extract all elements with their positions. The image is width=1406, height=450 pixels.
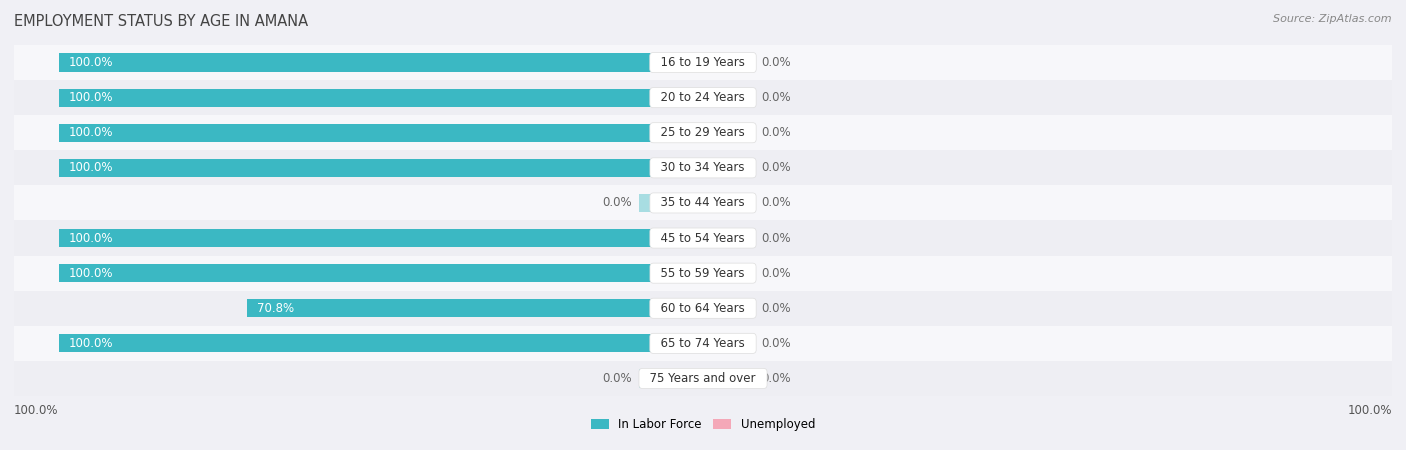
- Bar: [14, 220, 1392, 256]
- Text: 35 to 44 Years: 35 to 44 Years: [654, 197, 752, 209]
- Bar: [703, 334, 751, 352]
- Bar: [703, 194, 751, 212]
- Text: 0.0%: 0.0%: [761, 126, 790, 139]
- Bar: [14, 291, 1392, 326]
- Text: 100.0%: 100.0%: [69, 56, 114, 69]
- Text: 0.0%: 0.0%: [761, 162, 790, 174]
- Text: 0.0%: 0.0%: [761, 267, 790, 279]
- Bar: [14, 185, 1392, 220]
- Bar: [703, 159, 751, 177]
- Bar: [59, 264, 703, 282]
- Text: 100.0%: 100.0%: [69, 162, 114, 174]
- Text: 0.0%: 0.0%: [761, 337, 790, 350]
- Bar: [638, 194, 703, 212]
- Text: EMPLOYMENT STATUS BY AGE IN AMANA: EMPLOYMENT STATUS BY AGE IN AMANA: [14, 14, 308, 28]
- Text: 0.0%: 0.0%: [761, 91, 790, 104]
- Bar: [14, 150, 1392, 185]
- Text: 0.0%: 0.0%: [603, 197, 633, 209]
- Text: 100.0%: 100.0%: [69, 267, 114, 279]
- Text: 100.0%: 100.0%: [1347, 404, 1392, 417]
- Text: 70.8%: 70.8%: [257, 302, 294, 315]
- Text: 100.0%: 100.0%: [69, 91, 114, 104]
- Bar: [703, 299, 751, 317]
- Bar: [703, 54, 751, 72]
- Text: 100.0%: 100.0%: [69, 337, 114, 350]
- Bar: [14, 361, 1392, 396]
- Text: 0.0%: 0.0%: [761, 197, 790, 209]
- Bar: [703, 229, 751, 247]
- Text: 75 Years and over: 75 Years and over: [643, 372, 763, 385]
- Bar: [14, 326, 1392, 361]
- Bar: [14, 256, 1392, 291]
- Bar: [14, 115, 1392, 150]
- Text: 0.0%: 0.0%: [761, 232, 790, 244]
- Text: 0.0%: 0.0%: [603, 372, 633, 385]
- Bar: [14, 80, 1392, 115]
- Bar: [247, 299, 703, 317]
- Text: 65 to 74 Years: 65 to 74 Years: [654, 337, 752, 350]
- Bar: [59, 124, 703, 142]
- Bar: [14, 45, 1392, 80]
- Bar: [638, 369, 703, 387]
- Text: 0.0%: 0.0%: [761, 372, 790, 385]
- Text: 16 to 19 Years: 16 to 19 Years: [654, 56, 752, 69]
- Text: Source: ZipAtlas.com: Source: ZipAtlas.com: [1274, 14, 1392, 23]
- Text: 30 to 34 Years: 30 to 34 Years: [654, 162, 752, 174]
- Bar: [703, 264, 751, 282]
- Text: 100.0%: 100.0%: [14, 404, 59, 417]
- Text: 100.0%: 100.0%: [69, 232, 114, 244]
- Bar: [703, 369, 751, 387]
- Text: 55 to 59 Years: 55 to 59 Years: [654, 267, 752, 279]
- Text: 0.0%: 0.0%: [761, 302, 790, 315]
- Text: 100.0%: 100.0%: [69, 126, 114, 139]
- Text: 20 to 24 Years: 20 to 24 Years: [654, 91, 752, 104]
- Bar: [59, 89, 703, 107]
- Bar: [59, 54, 703, 72]
- Text: 45 to 54 Years: 45 to 54 Years: [654, 232, 752, 244]
- Bar: [59, 159, 703, 177]
- Bar: [703, 89, 751, 107]
- Bar: [703, 124, 751, 142]
- Bar: [59, 334, 703, 352]
- Text: 0.0%: 0.0%: [761, 56, 790, 69]
- Text: 60 to 64 Years: 60 to 64 Years: [654, 302, 752, 315]
- Bar: [59, 229, 703, 247]
- Legend: In Labor Force, Unemployed: In Labor Force, Unemployed: [586, 413, 820, 436]
- Text: 25 to 29 Years: 25 to 29 Years: [654, 126, 752, 139]
